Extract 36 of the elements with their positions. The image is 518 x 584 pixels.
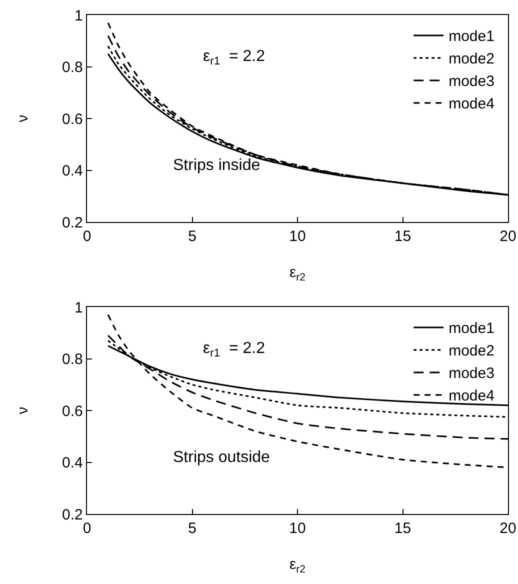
y-tick-label: 0.2 [62,214,83,232]
annotation: ε$_{r1}$ = 2.2 [203,48,266,68]
legend-label: mode2 [448,342,494,360]
y-tick-label: 0.4 [62,162,83,180]
x-tick-label: 5 [188,520,196,538]
y-tick-label: 0.8 [62,351,83,368]
legend-label: mode3 [448,73,494,90]
annotation: Strips inside [173,157,260,174]
y-tick-label: 0.6 [62,402,83,420]
x-tick-label: 15 [394,228,412,246]
x-tick-label: 5 [188,228,196,246]
legend-label: mode4 [448,388,494,405]
legend-label: mode1 [448,28,494,46]
y-tick-label: 1 [74,7,83,24]
x-tick-label: 15 [394,520,412,538]
legend-label: mode2 [448,50,494,68]
y-tick-label: 0.2 [62,506,83,524]
y-tick-label: 0.6 [62,110,83,128]
y-tick-label: 0.4 [62,454,83,472]
x-tick-label: 10 [289,228,306,246]
y-axis-title: ν [14,406,32,414]
annotation: Strips outside [173,449,270,466]
legend-label: mode3 [448,365,494,382]
x-axis-title: ε$_{r2}$ [289,264,306,284]
x-tick-label: 0 [82,520,92,538]
x-tick-label: 20 [500,520,516,538]
y-tick-label: 0.8 [62,59,83,76]
legend-label: mode1 [448,320,494,338]
x-tick-label: 0 [82,228,92,246]
annotation: ε$_{r1}$ = 2.2 [203,340,266,360]
y-axis-title: ν [14,114,32,122]
y-tick-label: 1 [74,299,83,316]
x-tick-label: 10 [289,520,306,538]
x-axis-title: ε$_{r2}$ [289,556,306,576]
x-tick-label: 20 [500,228,516,246]
legend-label: mode4 [448,96,494,113]
